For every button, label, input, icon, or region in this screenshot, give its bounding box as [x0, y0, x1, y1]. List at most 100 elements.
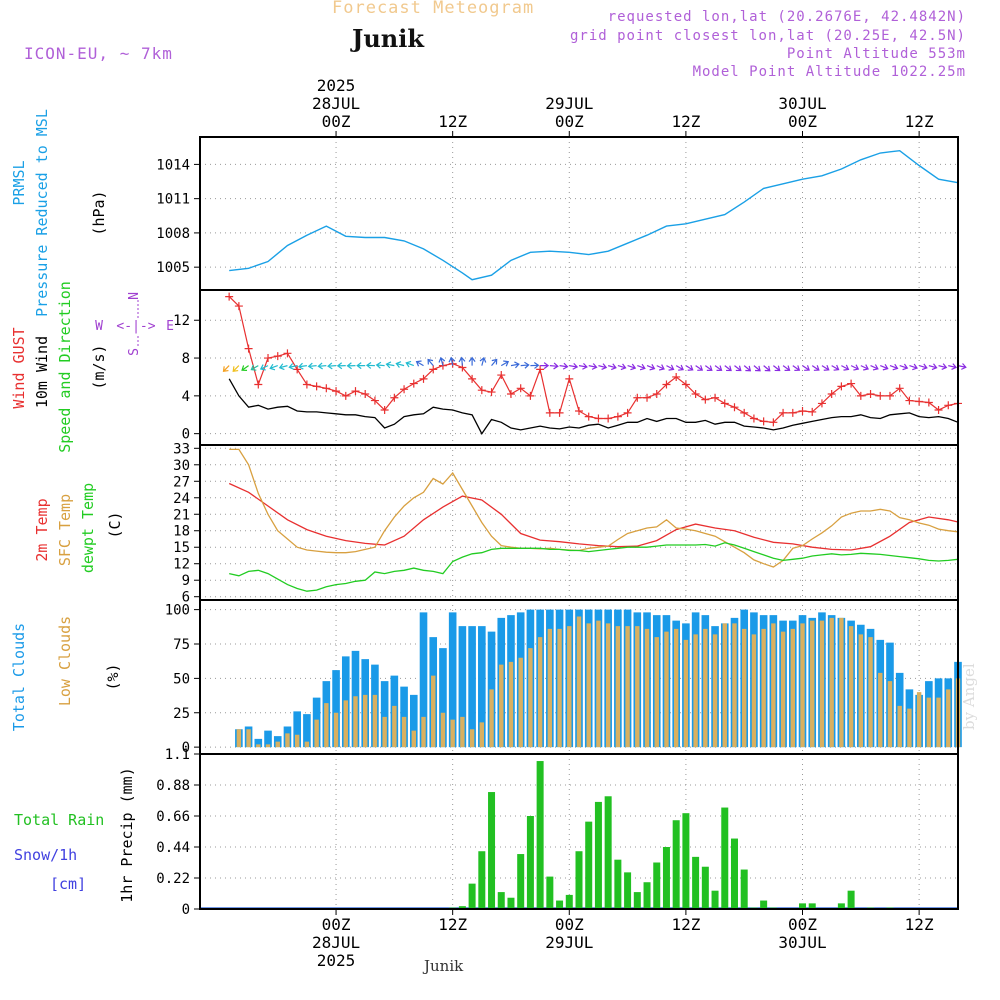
gust-point-marker — [273, 352, 282, 361]
gust-point-marker — [905, 396, 914, 405]
time-label-top: 28JUL — [312, 94, 360, 113]
y-tick-label: 0 — [182, 902, 190, 918]
rain-bar — [682, 813, 690, 909]
gust-point-marker — [584, 412, 593, 421]
low-cloud-bar — [839, 617, 844, 748]
low-clouds-label: Low Clouds — [56, 616, 74, 706]
low-cloud-bar — [615, 626, 621, 748]
wind-direction-arrow — [500, 360, 510, 367]
y-tick-label: 0.22 — [156, 871, 190, 887]
low-cloud-bar — [304, 741, 310, 748]
total-cloud-bar — [409, 694, 418, 748]
pressure-series-line — [229, 149, 959, 281]
y-tick-label: 33 — [173, 441, 190, 457]
gust-point-marker — [856, 391, 865, 400]
y-tick-label: 75 — [173, 637, 190, 653]
low-cloud-bar — [460, 716, 465, 748]
snow-label: Snow/1h — [14, 846, 77, 864]
watermark: by Angel — [960, 663, 978, 730]
wind-direction-arrow — [356, 362, 366, 370]
gust-point-marker — [633, 393, 642, 402]
gust-point-marker — [400, 385, 409, 394]
low-cloud-bar — [469, 729, 475, 748]
grid-point-location: grid point closest lon,lat (20.25E, 42.5… — [569, 28, 966, 44]
gust-point-marker — [575, 406, 583, 415]
time-label-bottom: 00Z — [322, 915, 351, 934]
y-tick-label: 12 — [173, 557, 190, 573]
gust-point-marker — [759, 417, 768, 426]
rain-bar — [526, 816, 534, 909]
wind-direction-arrow — [458, 356, 466, 366]
gust-point-marker — [322, 384, 331, 393]
total-cloud-bar — [468, 626, 476, 748]
y-tick-label: 30 — [173, 458, 190, 474]
wind-direction-arrow — [222, 365, 230, 372]
gust-point-marker — [361, 389, 370, 398]
pressure-unit-label: (hPa) — [90, 190, 108, 235]
rain-bar — [624, 872, 632, 909]
y-tick-label: 1011 — [156, 192, 190, 208]
gust-point-marker — [672, 372, 681, 381]
gust-point-marker — [730, 403, 739, 412]
gust-point-marker — [264, 354, 273, 363]
wind-direction-arrow — [327, 362, 337, 370]
wind-direction-arrow — [880, 364, 889, 371]
low-cloud-bar — [324, 703, 329, 748]
precip-unit-label: 1hr Precip (mm) — [118, 767, 136, 902]
low-cloud-bar — [421, 716, 426, 748]
y-tick-label: 21 — [173, 507, 190, 523]
wind-direction-arrow — [860, 364, 869, 371]
gust-point-marker — [506, 389, 515, 398]
wind-direction-arrow — [307, 362, 317, 370]
time-label-top: 12Z — [438, 112, 467, 131]
time-label-bottom: 12Z — [671, 915, 700, 934]
low-cloud-bar — [411, 730, 416, 748]
gust-point-marker — [817, 399, 826, 408]
low-cloud-bar — [946, 689, 951, 748]
wind-direction-arrow — [899, 363, 909, 371]
total-cloud-bar — [264, 730, 272, 748]
wind-direction-arrow — [491, 358, 498, 366]
low-cloud-bar — [567, 626, 572, 748]
low-cloud-bar — [489, 689, 494, 748]
rain-bar — [653, 862, 661, 909]
wind-direction-arrow — [540, 362, 550, 370]
wind-direction-arrow — [241, 365, 249, 371]
low-cloud-bar — [605, 623, 611, 748]
rain-bar — [565, 894, 573, 909]
rain-bar — [556, 900, 564, 909]
low-cloud-bar — [314, 719, 319, 748]
wind-direction-arrow — [617, 363, 627, 371]
rain-bar — [760, 900, 768, 909]
time-label-bottom: 30JUL — [778, 933, 826, 952]
panel-frame — [199, 136, 959, 291]
gust-point-marker — [419, 374, 428, 383]
gust-point-marker — [613, 412, 622, 421]
wind-direction-arrow — [841, 364, 850, 371]
low-cloud-bar — [294, 734, 300, 748]
clouds-unit-label: (%) — [104, 663, 122, 690]
gust-point-marker — [293, 365, 302, 374]
wind-direction-arrow — [510, 361, 520, 369]
time-label-top: 00Z — [555, 112, 584, 131]
low-cloud-bar — [528, 648, 533, 748]
time-label-top: 12Z — [671, 112, 700, 131]
low-cloud-bar — [246, 729, 251, 748]
y-tick-label: 0.44 — [156, 840, 190, 856]
rain-bar — [633, 892, 641, 909]
time-label-top: 00Z — [788, 112, 817, 131]
low-cloud-bar — [256, 744, 261, 748]
time-label-bottom: 28JUL — [312, 933, 360, 952]
low-cloud-bar — [353, 696, 358, 748]
total-rain-label: Total Rain — [14, 811, 104, 829]
gust-point-marker — [468, 374, 477, 383]
gust-point-marker — [720, 399, 729, 408]
low-cloud-bar — [878, 672, 883, 748]
time-label-bottom: 12Z — [438, 915, 467, 934]
gust-point-marker — [749, 414, 758, 423]
time-label-top: 29JUL — [545, 94, 593, 113]
low-cloud-bar — [343, 700, 348, 748]
wind-direction-arrow — [385, 361, 395, 369]
temp-2m-label: 2m Temp — [33, 498, 51, 561]
rain-bar — [575, 851, 583, 909]
